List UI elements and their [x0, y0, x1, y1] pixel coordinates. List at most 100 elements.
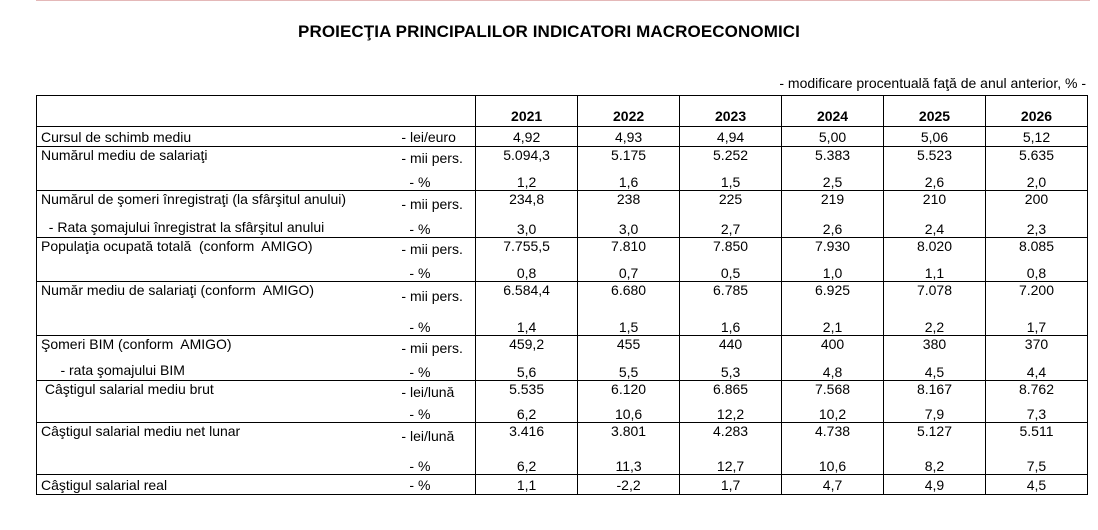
- value-cell: 2,2: [883, 310, 986, 336]
- value-cell: 200: [984, 190, 1089, 217]
- table-row: - % 1,2 1,6 1,5 2,5 2,6 2,0: [36, 169, 1089, 191]
- unit-label: - %: [367, 216, 476, 238]
- indicator-label: Şomeri BIM (conform AMIGO): [36, 335, 368, 361]
- value-cell: 1,5: [577, 310, 680, 336]
- unit-label: - %: [367, 169, 476, 191]
- indicator-label: Cursul de schimb mediu: [36, 126, 368, 147]
- year-header: 2025: [883, 95, 986, 127]
- value-cell: 7,3: [984, 403, 1089, 423]
- value-cell: 8.085: [984, 237, 1089, 261]
- value-cell: 5.523: [883, 146, 986, 170]
- value-cell: 3.801: [577, 422, 680, 449]
- value-cell: 8,2: [883, 448, 986, 475]
- value-cell: 5.094,3: [475, 146, 578, 170]
- value-cell: 0,8: [984, 260, 1089, 282]
- value-cell: 10,2: [781, 403, 884, 423]
- value-cell: 455: [577, 335, 680, 361]
- value-cell: 4,9: [883, 474, 986, 495]
- value-cell: 5,6: [475, 360, 578, 381]
- value-cell: 1,0: [781, 260, 884, 282]
- indicator-label: - rata şomajului BIM: [36, 360, 368, 381]
- indicator-label: Câştigul salarial mediu net lunar: [36, 422, 368, 449]
- value-cell: 12,7: [679, 448, 782, 475]
- value-cell: 5,3: [679, 360, 782, 381]
- value-cell: 5.511: [984, 422, 1089, 449]
- value-cell: 6,2: [475, 403, 578, 423]
- value-cell: 210: [883, 190, 986, 217]
- value-cell: 6.785: [679, 281, 782, 311]
- unit-label: - mii pers.: [401, 340, 463, 357]
- header-label-cell: [36, 95, 368, 127]
- indicator-label: Câştigul salarial real: [36, 474, 368, 495]
- unit-label: - %: [367, 310, 476, 336]
- value-cell: 4.283: [679, 422, 782, 449]
- value-cell: 219: [781, 190, 884, 217]
- value-cell: 5,5: [577, 360, 680, 381]
- value-cell: 12,2: [679, 403, 782, 423]
- unit-label: - %: [367, 360, 476, 381]
- value-cell: 238: [577, 190, 680, 217]
- value-cell: 5,00: [781, 126, 884, 147]
- table-row: Numărul mediu de salariaţi - mii pers. 5.0…: [36, 146, 1089, 170]
- table-row: Câştigul salarial mediu brut - lei/lună 5.…: [36, 380, 1089, 404]
- value-cell: 2,4: [883, 216, 986, 238]
- table-row: - % 6,2 11,3 12,7 10,6 8,2 7,5: [36, 448, 1089, 475]
- value-cell: 459,2: [475, 335, 578, 361]
- value-cell: 5,06: [883, 126, 986, 147]
- value-cell: 7.755,5: [475, 237, 578, 261]
- indicator-label: [36, 403, 368, 423]
- value-cell: 6.584,4: [475, 281, 578, 311]
- macro-indicators-table: 2021 2022 2023 2024 2025 2026 Cursul de schim…: [36, 95, 1089, 495]
- year-header: 2022: [577, 95, 680, 127]
- value-cell: 6,2: [475, 448, 578, 475]
- indicator-label: Numărul de şomeri înregistraţi (la sfârş…: [36, 190, 368, 217]
- unit-label: - %: [367, 474, 476, 495]
- value-cell: 5.127: [883, 422, 986, 449]
- value-cell: 400: [781, 335, 884, 361]
- value-cell: 4,5: [984, 474, 1089, 495]
- value-cell: 2,5: [781, 169, 884, 191]
- value-cell: 225: [679, 190, 782, 217]
- indicator-label: [36, 260, 368, 282]
- indicator-label: - Rata şomajului înregistrat la sfârşitu…: [36, 216, 368, 238]
- table-row: Câştigul salarial real - % 1,1 -2,2 1,7 4,7 4,…: [36, 474, 1089, 495]
- year-header: 2021: [475, 95, 578, 127]
- value-cell: 3,0: [577, 216, 680, 238]
- indicator-label: [36, 169, 368, 191]
- unit-label: - lei/euro: [367, 126, 476, 147]
- table-row: Şomeri BIM (conform AMIGO) - mii pers. 459…: [36, 335, 1089, 361]
- unit-label: - mii pers.: [401, 150, 463, 167]
- page-title: PROIECŢIA PRINCIPALILOR INDICATORI MACRO…: [298, 22, 800, 41]
- unit-label: - mii pers.: [401, 241, 463, 258]
- unit-label: - %: [367, 448, 476, 475]
- indicator-label: Număr mediu de salariaţi (conform AMIGO): [36, 281, 368, 311]
- value-cell: 6.925: [781, 281, 884, 311]
- value-cell: 7,9: [883, 403, 986, 423]
- unit-label: - mii pers.: [401, 195, 463, 212]
- value-cell: 7.200: [984, 281, 1089, 311]
- value-cell: 7.078: [883, 281, 986, 311]
- value-cell: 1,5: [679, 169, 782, 191]
- value-cell: 7,5: [984, 448, 1089, 475]
- value-cell: 1,7: [984, 310, 1089, 336]
- value-cell: 2,7: [679, 216, 782, 238]
- value-cell: 4,94: [679, 126, 782, 147]
- value-cell: -2,2: [577, 474, 680, 495]
- value-cell: 3,0: [475, 216, 578, 238]
- value-cell: 370: [984, 335, 1089, 361]
- table-note: - modificare procentuală faţă de anul an…: [779, 75, 1086, 91]
- table-row: Cursul de schimb mediu - lei/euro 4,92 4,93…: [36, 126, 1089, 147]
- value-cell: 5.175: [577, 146, 680, 170]
- table-body: Cursul de schimb mediu - lei/euro 4,92 4,93…: [36, 126, 1089, 495]
- year-header: 2026: [984, 95, 1089, 127]
- table-row: - % 1,4 1,5 1,6 2,1 2,2 1,7: [36, 310, 1089, 336]
- value-cell: 2,6: [781, 216, 884, 238]
- value-cell: 7.568: [781, 380, 884, 404]
- year-header: 2024: [781, 95, 884, 127]
- value-cell: 380: [883, 335, 986, 361]
- indicator-label: Populaţia ocupată totală (conform AMIGO): [36, 237, 368, 261]
- year-header: 2023: [679, 95, 782, 127]
- value-cell: 11,3: [577, 448, 680, 475]
- value-cell: 4,7: [781, 474, 884, 495]
- value-cell: 8.762: [984, 380, 1089, 404]
